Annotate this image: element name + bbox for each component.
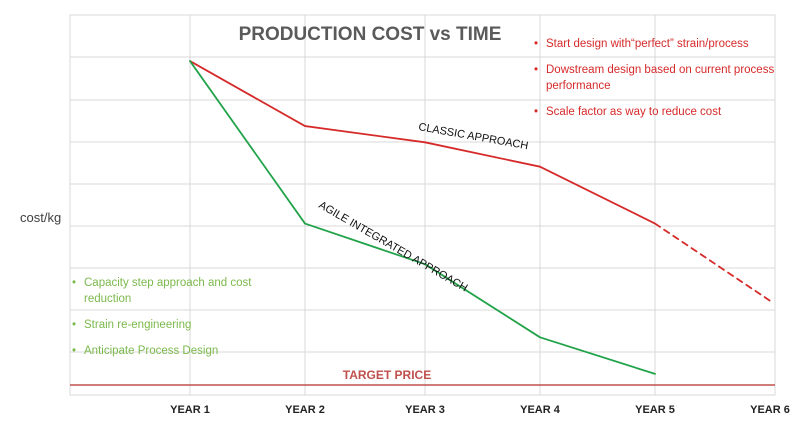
agile-approach-segment bbox=[189, 60, 306, 225]
x-tick-label: YEAR 2 bbox=[285, 404, 325, 416]
chart-title: PRODUCTION COST vs TIME bbox=[239, 24, 502, 45]
y-axis-label: cost/kg bbox=[20, 210, 61, 225]
note-left-item: Anticipate Process Design bbox=[70, 343, 300, 359]
notes-right: Start design with“perfect” strain/proces… bbox=[532, 36, 794, 130]
agile-approach-segment bbox=[539, 336, 656, 375]
x-tick-label: YEAR 3 bbox=[405, 404, 445, 416]
x-tick-label: YEAR 6 bbox=[750, 404, 790, 416]
note-right-item: Start design with“perfect” strain/proces… bbox=[532, 36, 794, 52]
x-tick-label: YEAR 1 bbox=[170, 404, 210, 416]
classic-approach-segment bbox=[539, 165, 656, 225]
x-tick-label: YEAR 4 bbox=[520, 404, 561, 416]
plot-frame bbox=[69, 14, 776, 396]
note-left-item: Capacity step approach and cost reductio… bbox=[70, 275, 300, 307]
series-label-classic: CLASSIC APPROACH bbox=[417, 121, 529, 152]
target-price-label: TARGET PRICE bbox=[343, 368, 431, 382]
classic-approach-segment bbox=[189, 60, 306, 127]
notes-left: Capacity step approach and cost reductio… bbox=[70, 275, 300, 369]
agile-approach-segment bbox=[304, 222, 426, 266]
x-axis-ticks: YEAR 1 YEAR 2 YEAR 3 YEAR 4 YEAR 5 YEAR 6 bbox=[170, 404, 790, 416]
note-right-item: Dowstream design based on current proces… bbox=[532, 62, 794, 94]
note-right-item: Scale factor as way to reduce cost bbox=[532, 104, 794, 120]
agile-approach-segment bbox=[424, 263, 541, 339]
series-label-agile: AGILE INTEGRATED APPROACH bbox=[317, 199, 470, 294]
classic-approach-segment bbox=[654, 222, 771, 302]
series-lines bbox=[189, 60, 771, 375]
x-tick-label: YEAR 5 bbox=[635, 404, 675, 416]
classic-approach-segment bbox=[424, 141, 541, 168]
classic-approach-segment bbox=[304, 125, 426, 144]
note-left-item: Strain re-engineering bbox=[70, 317, 300, 333]
